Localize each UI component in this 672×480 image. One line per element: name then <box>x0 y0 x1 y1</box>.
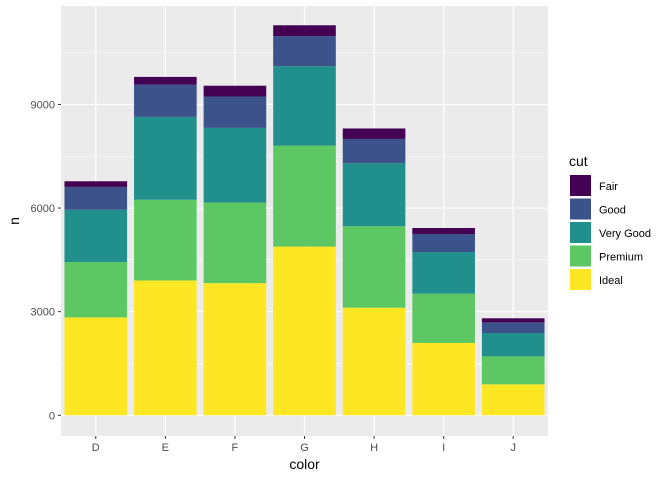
x-axis: D E F G H I J <box>92 436 516 454</box>
bar-segment-premium-i <box>412 293 475 343</box>
y-tick-label: 3000 <box>31 307 55 319</box>
bar-segment-good-h <box>342 138 406 164</box>
bar-segment-fair-d <box>64 181 128 187</box>
x-tick-label: H <box>370 442 378 454</box>
bar-segment-fair-j <box>481 318 545 323</box>
bar-segment-ideal-e <box>134 280 197 416</box>
bar-segment-ideal-h <box>342 307 406 416</box>
legend-title: cut <box>569 153 588 169</box>
bar-segment-very-good-j <box>481 333 545 357</box>
y-tick-label: 0 <box>49 410 55 422</box>
x-tick-label: D <box>92 442 100 454</box>
y-axis-title: n <box>6 217 22 225</box>
bar-segment-premium-e <box>134 199 197 281</box>
x-tick-label: I <box>442 442 445 454</box>
legend-label: Ideal <box>599 275 623 287</box>
bar-segment-good-e <box>134 84 197 117</box>
legend: cut Fair Good Very Good Premium Ideal <box>569 153 651 290</box>
legend-key-premium <box>570 245 591 267</box>
bar-segment-very-good-h <box>342 163 406 227</box>
legend-label: Good <box>599 205 626 217</box>
x-axis-title: color <box>289 456 320 472</box>
bar-segment-fair-h <box>342 128 406 139</box>
bar-segment-ideal-d <box>64 317 128 416</box>
bar-segment-good-d <box>64 186 128 210</box>
bar-segment-good-g <box>273 36 336 67</box>
bar-segment-premium-f <box>203 202 267 284</box>
legend-key-ideal <box>570 269 591 290</box>
bar-segment-very-good-f <box>203 127 267 203</box>
bar-segment-very-good-e <box>134 116 197 200</box>
bar-segment-very-good-i <box>412 252 475 294</box>
bar-segment-good-j <box>481 322 545 334</box>
legend-label: Very Good <box>599 228 651 240</box>
bar-segment-fair-f <box>203 85 267 97</box>
x-tick-label: F <box>232 442 239 454</box>
bar-segment-premium-j <box>481 356 545 385</box>
legend-label: Premium <box>599 252 643 264</box>
y-tick-label: 6000 <box>31 203 55 215</box>
bar-segment-premium-g <box>273 145 336 247</box>
bar-segment-good-f <box>203 96 267 128</box>
bar-segment-very-good-d <box>64 209 128 263</box>
legend-key-very-good <box>570 222 591 243</box>
bar-segment-very-good-g <box>273 66 336 146</box>
legend-label: Fair <box>599 181 618 193</box>
y-axis: 0 3000 6000 9000 <box>31 99 61 422</box>
bar-segment-fair-e <box>134 76 197 85</box>
bar-segment-premium-h <box>342 226 406 308</box>
x-tick-label: E <box>162 442 169 454</box>
bar-segment-ideal-i <box>412 342 475 416</box>
bar-segment-fair-i <box>412 228 475 235</box>
y-tick-label: 9000 <box>31 99 55 111</box>
x-tick-label: G <box>300 442 309 454</box>
bar-segment-fair-g <box>273 25 336 37</box>
bars-layer <box>64 25 545 416</box>
bar-segment-ideal-f <box>203 283 267 416</box>
legend-key-good <box>570 198 591 220</box>
bar-segment-good-i <box>412 234 475 253</box>
legend-key-fair <box>570 175 591 196</box>
x-tick-label: J <box>510 442 516 454</box>
bar-segment-premium-d <box>64 262 128 318</box>
bar-segment-ideal-g <box>273 246 336 416</box>
bar-segment-ideal-j <box>481 384 545 416</box>
